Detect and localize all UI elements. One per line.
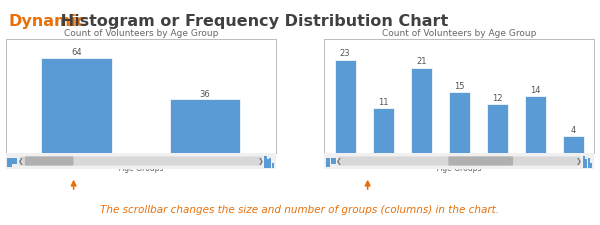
FancyBboxPatch shape <box>448 156 513 166</box>
Bar <box>373 108 394 153</box>
Bar <box>449 92 470 153</box>
Bar <box>590 163 592 168</box>
Bar <box>411 68 431 153</box>
Bar <box>487 104 508 153</box>
Text: ❮: ❮ <box>336 158 342 164</box>
Text: 14: 14 <box>530 86 541 95</box>
Bar <box>326 158 331 167</box>
Text: 11: 11 <box>378 98 388 107</box>
Bar <box>272 163 274 168</box>
X-axis label: Age Groups: Age Groups <box>437 164 481 173</box>
Text: 36: 36 <box>200 90 211 99</box>
Bar <box>587 158 590 168</box>
Bar <box>7 158 12 167</box>
Text: 12: 12 <box>492 94 502 103</box>
Bar <box>13 158 17 164</box>
Text: 4: 4 <box>571 126 576 135</box>
Title: Count of Volunteers by Age Group: Count of Volunteers by Age Group <box>382 29 536 38</box>
Text: Histogram or Frequency Distribution Chart: Histogram or Frequency Distribution Char… <box>55 14 448 29</box>
Text: ❯: ❯ <box>258 158 264 164</box>
Bar <box>269 158 271 168</box>
Title: Count of Volunteers by Age Group: Count of Volunteers by Age Group <box>64 29 218 38</box>
Bar <box>331 158 335 164</box>
Bar <box>583 156 585 168</box>
Text: ❯: ❯ <box>576 158 582 164</box>
Bar <box>585 159 587 168</box>
FancyBboxPatch shape <box>25 156 73 166</box>
Text: ❮: ❮ <box>18 158 24 164</box>
Bar <box>335 60 356 153</box>
Text: Dynamic: Dynamic <box>9 14 86 29</box>
Bar <box>563 136 584 153</box>
Bar <box>170 99 241 153</box>
Text: 64: 64 <box>71 48 82 57</box>
Text: The scrollbar changes the size and number of groups (columns) in the chart.: The scrollbar changes the size and numbe… <box>101 205 499 215</box>
Bar <box>41 58 112 153</box>
FancyBboxPatch shape <box>19 156 262 166</box>
Bar <box>267 159 269 168</box>
Bar <box>524 96 545 153</box>
FancyBboxPatch shape <box>338 156 581 166</box>
Text: 15: 15 <box>454 82 464 91</box>
Text: 21: 21 <box>416 57 427 66</box>
X-axis label: Age Groups: Age Groups <box>119 164 163 173</box>
Bar <box>265 156 266 168</box>
Text: 23: 23 <box>340 50 350 58</box>
